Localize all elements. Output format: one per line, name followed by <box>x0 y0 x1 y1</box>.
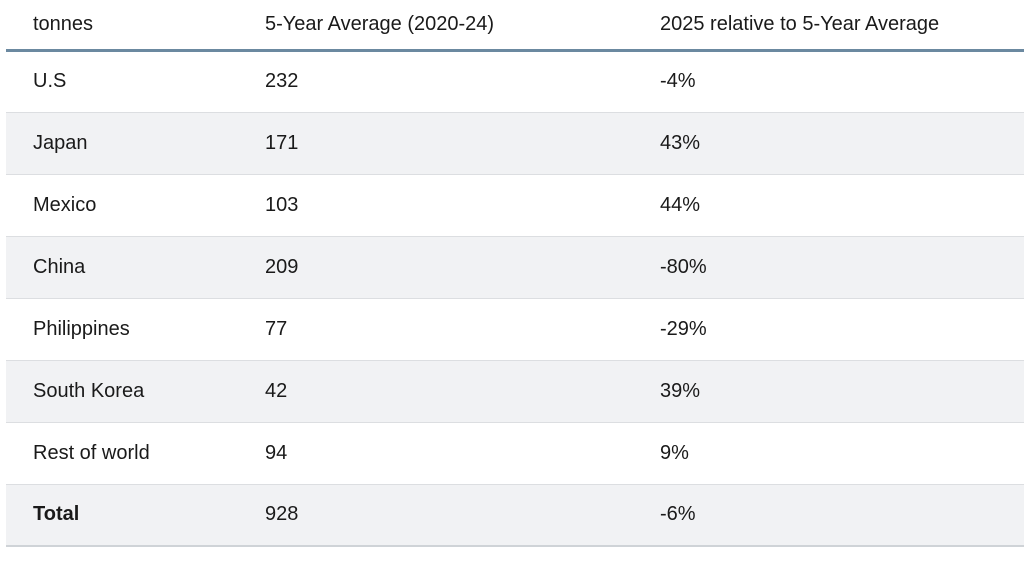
relative-change-cell: -80% <box>633 236 1024 299</box>
row-label-cell: Total <box>6 484 238 547</box>
relative-change-cell: -29% <box>633 298 1024 361</box>
row-label-cell: Rest of world <box>6 422 238 485</box>
avg-value-cell: 209 <box>238 236 633 299</box>
row-label-cell: Philippines <box>6 298 238 361</box>
table-row: South Korea 42 39% <box>6 360 1024 423</box>
table-row: Total 928 -6% <box>6 484 1024 547</box>
table-row: Japan 171 43% <box>6 112 1024 175</box>
relative-change-cell: 9% <box>633 422 1024 485</box>
table-header-row: tonnes 5-Year Average (2020-24) 2025 rel… <box>6 0 1024 52</box>
table-body: U.S 232 -4% Japan 171 43% Mexico 103 44% China 209… <box>6 50 1024 547</box>
table-header: tonnes 5-Year Average (2020-24) 2025 rel… <box>6 0 1024 52</box>
column-header-tonnes: tonnes <box>6 0 238 52</box>
table-row: Rest of world 94 9% <box>6 422 1024 485</box>
relative-change-cell: -4% <box>633 50 1024 113</box>
relative-change-cell: 44% <box>633 174 1024 237</box>
table-row: Philippines 77 -29% <box>6 298 1024 361</box>
avg-value-cell: 77 <box>238 298 633 361</box>
avg-value-cell: 103 <box>238 174 633 237</box>
table-row: Mexico 103 44% <box>6 174 1024 237</box>
table-row: U.S 232 -4% <box>6 50 1024 113</box>
row-label-cell: China <box>6 236 238 299</box>
row-label-cell: Mexico <box>6 174 238 237</box>
table-row: China 209 -80% <box>6 236 1024 299</box>
avg-value-cell: 232 <box>238 50 633 113</box>
row-label-cell: U.S <box>6 50 238 113</box>
avg-value-cell: 94 <box>238 422 633 485</box>
relative-change-cell: 43% <box>633 112 1024 175</box>
column-header-2025-relative: 2025 relative to 5-Year Average <box>633 0 1024 52</box>
row-label-cell: Japan <box>6 112 238 175</box>
data-table: tonnes 5-Year Average (2020-24) 2025 rel… <box>6 0 1024 547</box>
avg-value-cell: 171 <box>238 112 633 175</box>
relative-change-cell: -6% <box>633 484 1024 547</box>
row-label-cell: South Korea <box>6 360 238 423</box>
avg-value-cell: 42 <box>238 360 633 423</box>
avg-value-cell: 928 <box>238 484 633 547</box>
column-header-5yr-average: 5-Year Average (2020-24) <box>238 0 633 52</box>
relative-change-cell: 39% <box>633 360 1024 423</box>
